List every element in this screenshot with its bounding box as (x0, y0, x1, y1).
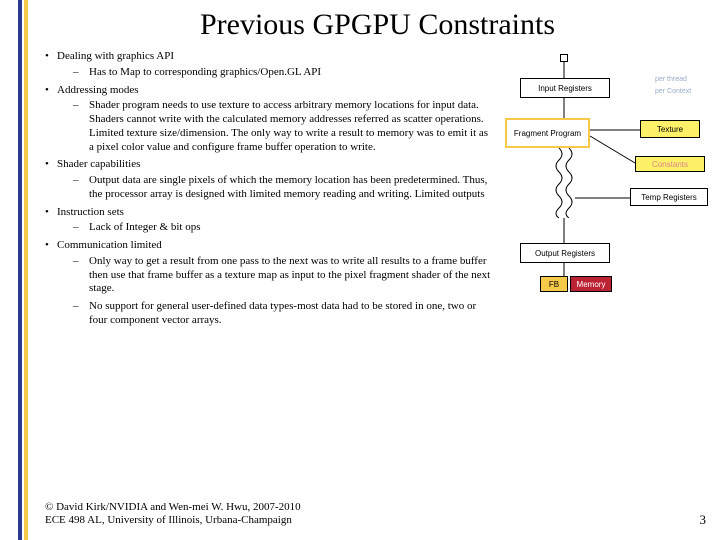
footer-line-1: © David Kirk/NVIDIA and Wen-mei W. Hwu, … (45, 501, 301, 515)
side-stripe-blue (18, 0, 22, 540)
memory-label: Memory (577, 280, 606, 289)
slide-body: Previous GPGPU Constraints •Dealing with… (45, 8, 710, 530)
output-registers-box: Output Registers (520, 243, 610, 263)
page-title: Previous GPGPU Constraints (45, 8, 710, 42)
bullet-l1: Instruction sets (57, 206, 492, 220)
constants-label: Constants (652, 160, 688, 169)
temp-registers-box: Temp Registers (630, 188, 708, 206)
per-thread-label: per thread (655, 76, 687, 83)
page-number: 3 (700, 512, 707, 528)
footer: © David Kirk/NVIDIA and Wen-mei W. Hwu, … (45, 501, 301, 529)
fb-label: FB (549, 280, 559, 289)
bullet-l2: No support for general user-defined data… (89, 300, 492, 328)
side-stripe-yellow (24, 0, 28, 540)
bullet-l2: Lack of Integer & bit ops (89, 221, 492, 235)
bullet-l2: Only way to get a result from one pass t… (89, 255, 492, 296)
square-icon (560, 54, 568, 62)
input-registers-box: Input Registers (520, 78, 610, 98)
bullet-l2: Output data are single pixels of which t… (89, 174, 492, 202)
bullet-l1: Addressing modes (57, 84, 492, 98)
memory-box: Memory (570, 276, 612, 292)
texture-label: Texture (657, 125, 683, 134)
bullet-l2: Shader program needs to use texture to a… (89, 99, 492, 154)
diagram: Input Registers per thread per Context F… (500, 48, 710, 332)
fragment-program-label: Fragment Program (514, 129, 581, 138)
bullet-column: •Dealing with graphics API –Has to Map t… (45, 48, 492, 332)
per-context-label: per Context (655, 88, 691, 95)
fb-box: FB (540, 276, 568, 292)
bullet-l1: Communication limited (57, 239, 492, 253)
input-registers-label: Input Registers (538, 84, 592, 93)
squiggle-icon (555, 148, 575, 218)
bullet-l1: Dealing with graphics API (57, 50, 492, 64)
footer-line-2: ECE 498 AL, University of Illinois, Urba… (45, 514, 301, 528)
constants-box: Constants (635, 156, 705, 172)
fragment-program-box: Fragment Program (505, 118, 590, 148)
temp-registers-label: Temp Registers (641, 193, 697, 202)
bullet-l2: Has to Map to corresponding graphics/Ope… (89, 66, 492, 80)
texture-box: Texture (640, 120, 700, 138)
output-registers-label: Output Registers (535, 249, 595, 258)
bullet-l1: Shader capabilities (57, 158, 492, 172)
